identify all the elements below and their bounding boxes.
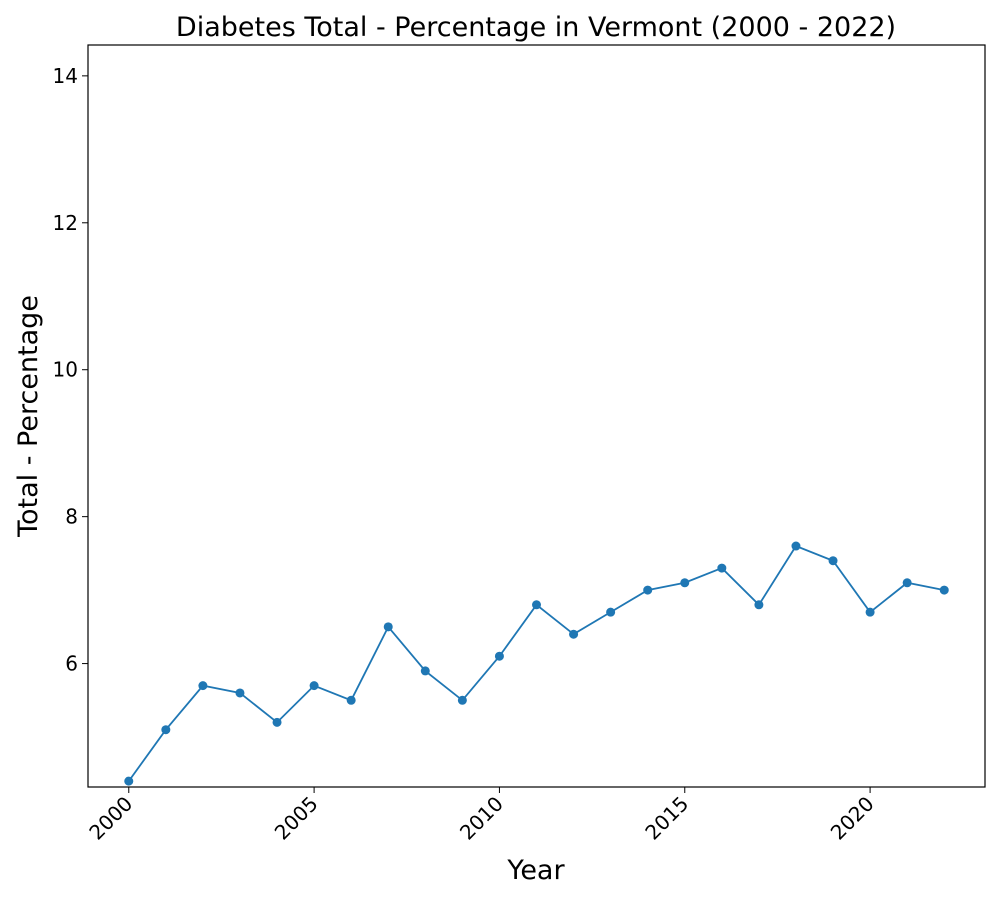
data-point: [902, 578, 912, 588]
data-point: [346, 695, 356, 705]
data-point: [680, 578, 690, 588]
y-tick-label: 14: [53, 64, 78, 88]
plot-frame: [87, 44, 986, 788]
data-point: [828, 556, 838, 566]
data-point: [198, 681, 208, 691]
data-point: [235, 688, 245, 698]
y-axis-label: Total - Percentage: [13, 295, 44, 538]
y-tick-label: 8: [65, 505, 78, 529]
y-tick-label: 12: [53, 211, 78, 235]
data-point: [383, 622, 393, 632]
plot-area: [124, 541, 949, 786]
data-point: [865, 607, 875, 617]
data-point: [309, 681, 319, 691]
data-point: [457, 695, 467, 705]
y-tick-label: 6: [65, 652, 78, 676]
data-point: [939, 585, 949, 595]
y-axis-ticks: 6 8 10 12 14: [53, 64, 88, 676]
data-point: [272, 717, 282, 727]
data-point: [124, 776, 134, 786]
data-point: [161, 725, 171, 735]
data-point: [420, 666, 430, 676]
data-point: [494, 651, 504, 661]
chart-title: Diabetes Total - Percentage in Vermont (…: [176, 12, 896, 43]
data-point: [643, 585, 653, 595]
data-point: [606, 607, 616, 617]
y-tick-label: 10: [53, 358, 78, 382]
data-point: [569, 629, 579, 639]
data-point: [754, 600, 764, 610]
data-point: [791, 541, 801, 551]
x-axis-label: Year: [506, 855, 565, 886]
data-point: [717, 563, 727, 573]
data-point: [532, 600, 541, 610]
